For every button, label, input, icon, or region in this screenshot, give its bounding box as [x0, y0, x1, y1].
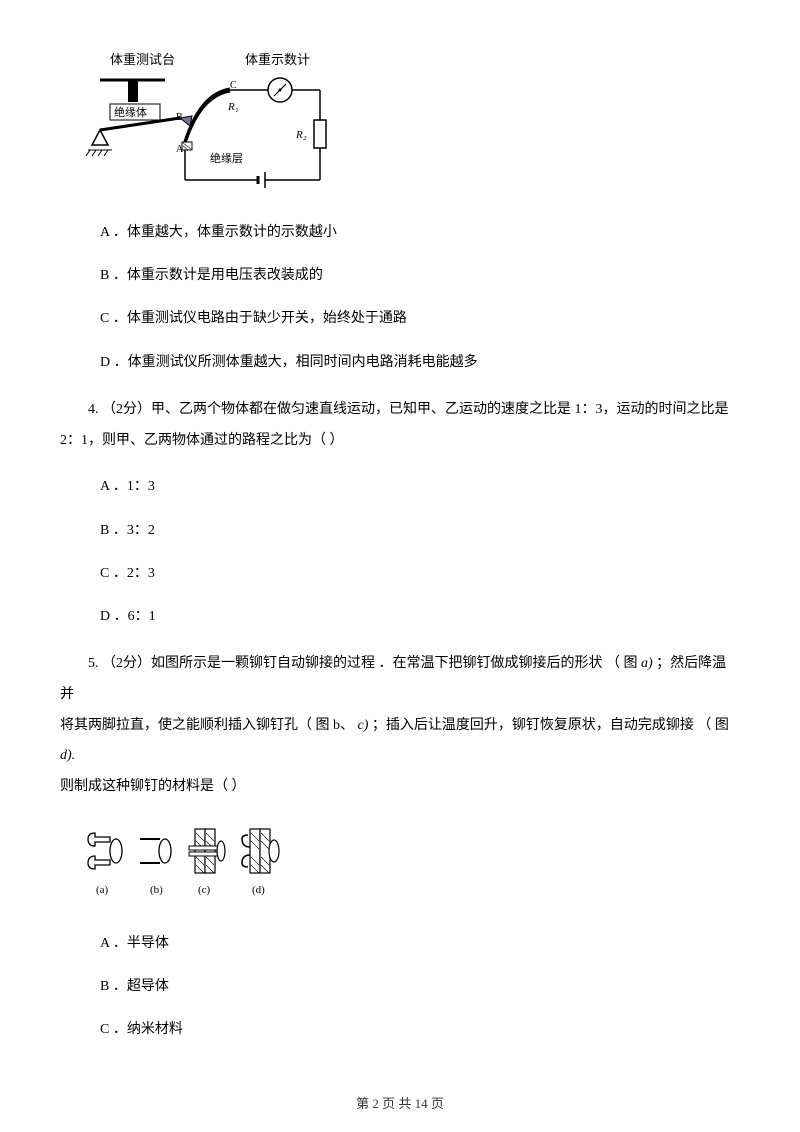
q4-option-d: D ．6：1 [100, 604, 740, 629]
q4-line2: 2：1，则甲、乙两物体通过的路程之比为（ ） [60, 426, 740, 457]
fig-label-a: (a) [96, 884, 109, 896]
page: 体重测试台 体重示数计 绝缘体 C B A R₁ [0, 0, 800, 1132]
rivet-b [140, 839, 171, 863]
q5-text-3: 将其两脚拉直，使之能顺利插入铆钉孔（ 图 b、 [60, 718, 358, 733]
resistor-r2 [314, 120, 326, 148]
rivet-a [88, 833, 122, 869]
q3-option-d: D ．体重测试仪所测体重越大，相同时间内电路消耗电能越多 [100, 350, 740, 375]
meter-pivot [279, 89, 282, 92]
q4-option-c: C ．2：3 [100, 561, 740, 586]
q3-option-a: A ．体重越大，体重示数计的示数越小 [100, 220, 740, 245]
q5-figure: (a) (b) (c) (d) [80, 821, 740, 911]
q5-text-1: 5. （2分）如图所示是一颗铆钉自动铆接的过程 ．在常温下把铆钉做成铆接后的形状… [88, 656, 641, 671]
page-footer: 第 2 页 共 14 页 [0, 1093, 800, 1112]
q4-stem: 4. （2分）甲、乙两个物体都在做匀速直线运动，已知甲、乙运动的速度之比是 1：… [60, 395, 740, 457]
q5-option-b: B ．超导体 [100, 974, 740, 999]
rivet-d [242, 829, 279, 873]
fig-label-d: (d) [252, 884, 265, 896]
q3-figure: 体重测试台 体重示数计 绝缘体 C B A R₁ [80, 50, 740, 200]
q5-label-a: a) [641, 656, 653, 671]
q5-text-4: ；插入后让温度回升，铆钉恢复原状，自动完成铆接 （ 图 [368, 718, 729, 733]
label-weight-platform: 体重测试台 [110, 52, 175, 67]
q5-label-d: d). [60, 748, 75, 763]
circuit-diagram-svg: 体重测试台 体重示数计 绝缘体 C B A R₁ [80, 50, 340, 200]
q5-line1: 5. （2分）如图所示是一颗铆钉自动铆接的过程 ．在常温下把铆钉做成铆接后的形状… [60, 649, 740, 711]
q3-option-b: B ．体重示数计是用电压表改装成的 [100, 263, 740, 288]
platform-stem [128, 80, 138, 102]
label-r1: R₁ [227, 101, 239, 113]
q5-stem: 5. （2分）如图所示是一颗铆钉自动铆接的过程 ．在常温下把铆钉做成铆接后的形状… [60, 649, 740, 803]
q5-line3: 则制成这种铆钉的材料是（ ） [60, 772, 740, 803]
q5-option-a: A ．半导体 [100, 931, 740, 956]
q4-option-a: A ．1：3 [100, 474, 740, 499]
fig-label-c: (c) [198, 884, 211, 896]
q5-option-c: C ．纳米材料 [100, 1017, 740, 1042]
label-weight-indicator: 体重示数计 [245, 52, 310, 67]
q5-label-c: c) [358, 718, 369, 733]
rivet-diagram-svg: (a) (b) (c) (d) [80, 821, 300, 911]
label-r2: R₂ [295, 129, 307, 141]
label-insulator: 绝缘体 [114, 105, 147, 119]
q3-option-c: C ．体重测试仪电路由于缺少开关，始终处于通路 [100, 306, 740, 331]
q4-option-b: B ．3：2 [100, 518, 740, 543]
fig-label-b: (b) [150, 884, 163, 896]
label-insul-layer: 绝缘层 [210, 151, 243, 165]
fulcrum [92, 130, 108, 145]
q5-line2: 将其两脚拉直，使之能顺利插入铆钉孔（ 图 b、 c) ；插入后让温度回升，铆钉恢… [60, 711, 740, 773]
q4-line1: 4. （2分）甲、乙两个物体都在做匀速直线运动，已知甲、乙运动的速度之比是 1：… [60, 395, 740, 426]
rivet-c [189, 829, 225, 873]
